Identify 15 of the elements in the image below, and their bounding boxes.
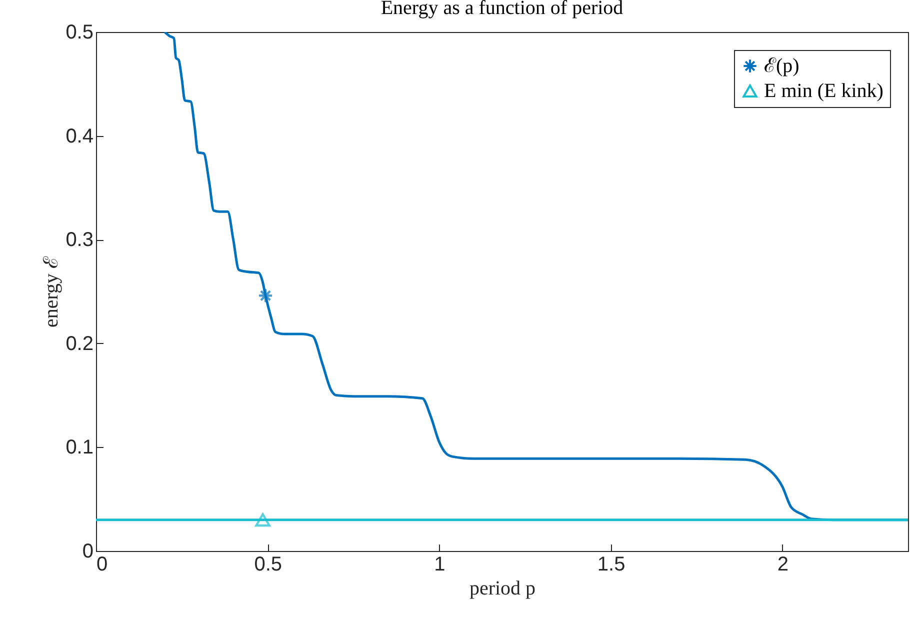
x-tick-label: 0.5 bbox=[254, 554, 282, 576]
x-tick-label: 2 bbox=[777, 554, 788, 576]
x-tick-label: 1.5 bbox=[597, 554, 626, 576]
x-tick-label: 0 bbox=[96, 554, 108, 576]
y-tick-label: 0.2 bbox=[66, 332, 94, 355]
legend-label: E min (E kink) bbox=[764, 80, 884, 102]
legend-label: ℰ(p) bbox=[764, 55, 800, 77]
y-tick-label: 0.4 bbox=[66, 125, 94, 148]
y-tick-label: 0.1 bbox=[66, 436, 94, 459]
x-tick-label: 1 bbox=[434, 554, 446, 576]
chart-title: Energy as a function of period bbox=[380, 0, 624, 19]
y-tick-label: 0.3 bbox=[66, 229, 94, 252]
y-tick-label: 0.5 bbox=[66, 22, 94, 44]
x-axis-title: period p bbox=[469, 578, 536, 600]
y-axis-title: energy ℰ bbox=[40, 255, 63, 328]
